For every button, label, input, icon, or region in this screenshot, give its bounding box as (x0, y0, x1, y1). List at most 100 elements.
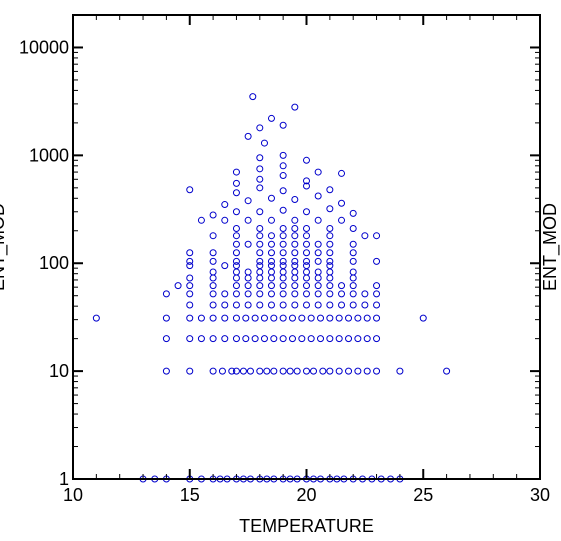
data-point (326, 282, 334, 290)
data-point (363, 335, 371, 343)
data-point (349, 268, 357, 276)
data-point (186, 262, 194, 270)
data-point (373, 282, 381, 290)
data-point (232, 314, 240, 322)
data-point (303, 290, 310, 298)
data-point (256, 274, 264, 282)
data-point (326, 314, 334, 322)
data-point (303, 262, 310, 270)
data-point (279, 314, 287, 322)
data-point (354, 314, 362, 322)
data-point (186, 257, 194, 265)
data-point (291, 103, 299, 111)
data-point (186, 335, 194, 343)
data-point (349, 301, 357, 309)
data-point (335, 367, 343, 375)
data-point (373, 257, 381, 265)
data-point (209, 301, 217, 309)
data-point (326, 224, 334, 232)
data-point (232, 268, 240, 276)
y-tick-label: 1 (59, 469, 69, 489)
data-point (244, 268, 252, 276)
data-point (291, 195, 299, 203)
data-point (303, 257, 310, 265)
data-point (326, 367, 334, 375)
data-point (270, 367, 278, 375)
data-point (256, 184, 264, 192)
data-point (291, 282, 299, 290)
data-point (338, 301, 346, 309)
data-point (232, 301, 240, 309)
data-point (279, 301, 287, 309)
data-point (326, 262, 334, 270)
data-point (186, 367, 194, 375)
data-point (162, 314, 170, 322)
data-point (256, 282, 264, 290)
data-point (221, 335, 229, 343)
data-point (314, 274, 322, 282)
data-point (260, 335, 268, 343)
data-point (291, 262, 299, 270)
data-point (314, 301, 322, 309)
data-point (314, 257, 322, 265)
data-point (232, 168, 240, 176)
data-point (326, 268, 334, 276)
data-point (303, 156, 310, 164)
data-point (303, 208, 310, 216)
data-point (267, 257, 275, 265)
data-point (263, 367, 271, 375)
data-point (314, 240, 322, 248)
data-point (363, 314, 371, 322)
data-point (317, 335, 325, 343)
data-point (256, 301, 264, 309)
data-point (221, 314, 229, 322)
data-point (361, 232, 369, 240)
data-point (363, 367, 371, 375)
data-point (293, 367, 301, 375)
data-point (349, 240, 357, 248)
data-point (349, 282, 357, 290)
data-point (314, 216, 322, 224)
data-point (221, 262, 229, 270)
data-point (279, 151, 287, 159)
data-point (256, 154, 264, 162)
data-point (291, 216, 299, 224)
data-point (256, 165, 264, 173)
data-point (373, 314, 381, 322)
data-point (267, 114, 275, 122)
data-point (239, 367, 247, 375)
data-point (298, 314, 306, 322)
data-point (279, 262, 287, 270)
data-point (251, 314, 259, 322)
data-point (162, 335, 170, 343)
data-point (326, 301, 334, 309)
data-point (373, 232, 381, 240)
data-point (279, 240, 287, 248)
x-axis-ticks: 10 15 20 25 30 (63, 15, 550, 505)
data-point (267, 194, 275, 202)
data-point (228, 367, 236, 375)
data-point (303, 367, 310, 375)
data-point (335, 314, 343, 322)
data-point (244, 282, 252, 290)
data-point (349, 209, 357, 217)
data-point (279, 257, 287, 265)
data-point (326, 257, 334, 265)
data-point (244, 197, 252, 205)
data-point (209, 249, 217, 257)
data-point (186, 301, 194, 309)
data-point (345, 335, 353, 343)
data-point (221, 201, 229, 209)
data-point (244, 290, 252, 298)
data-point (232, 224, 240, 232)
data-point (260, 314, 268, 322)
data-point (303, 232, 310, 240)
data-point (186, 249, 194, 257)
data-point (232, 257, 240, 265)
data-point (279, 187, 287, 195)
data-points (92, 93, 451, 483)
data-point (218, 367, 226, 375)
data-point (303, 177, 310, 185)
data-point (256, 249, 264, 257)
data-point (256, 367, 264, 375)
